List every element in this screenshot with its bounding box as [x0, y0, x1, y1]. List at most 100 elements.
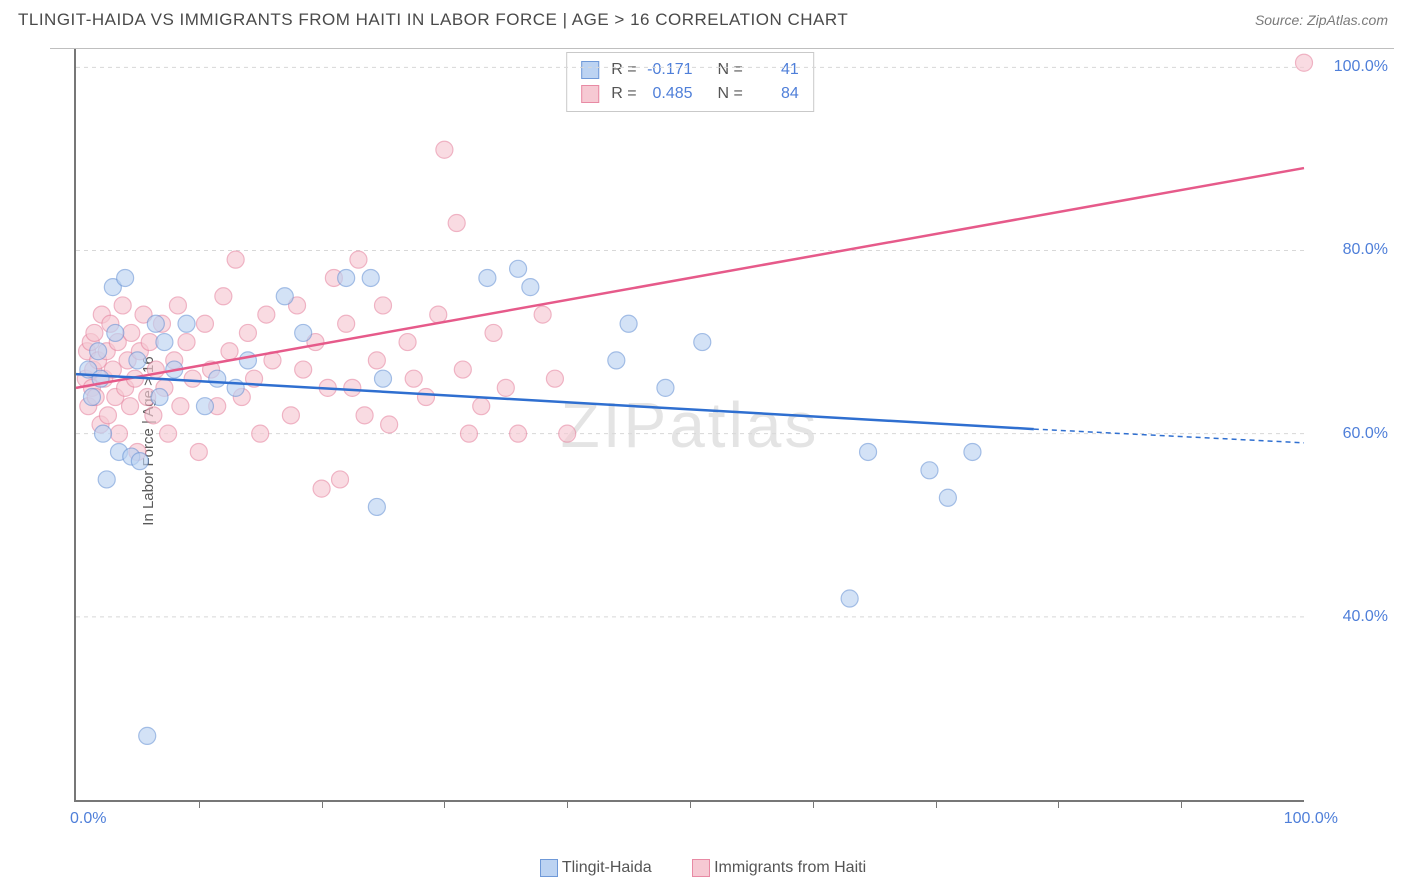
point-series-b — [546, 370, 563, 387]
y-tick-label: 60.0% — [1343, 425, 1388, 443]
point-series-a — [964, 443, 981, 460]
point-series-b — [417, 389, 434, 406]
point-series-b — [178, 334, 195, 351]
point-series-a — [178, 315, 195, 332]
point-series-b — [122, 398, 139, 415]
x-axis-max-label: 100.0% — [1284, 810, 1338, 828]
point-series-a — [860, 443, 877, 460]
chart-title: TLINGIT-HAIDA VS IMMIGRANTS FROM HAITI I… — [18, 10, 848, 30]
point-series-b — [313, 480, 330, 497]
point-series-a — [156, 334, 173, 351]
point-series-a — [147, 315, 164, 332]
chart-svg — [76, 49, 1304, 800]
point-series-a — [608, 352, 625, 369]
point-series-a — [921, 462, 938, 479]
point-series-a — [90, 343, 107, 360]
legend-label-a: Tlingit-Haida — [562, 859, 652, 877]
point-series-b — [252, 425, 269, 442]
point-series-b — [239, 324, 256, 341]
point-series-a — [522, 279, 539, 296]
point-series-b — [405, 370, 422, 387]
point-series-b — [1296, 54, 1313, 71]
point-series-b — [227, 251, 244, 268]
legend-swatch-b-icon — [692, 859, 710, 877]
point-series-a — [98, 471, 115, 488]
y-tick-label: 80.0% — [1343, 241, 1388, 259]
x-tick — [199, 800, 200, 808]
point-series-b — [454, 361, 471, 378]
point-series-a — [129, 352, 146, 369]
point-series-a — [362, 269, 379, 286]
point-series-a — [694, 334, 711, 351]
point-series-a — [276, 288, 293, 305]
point-series-a — [139, 727, 156, 744]
point-series-b — [356, 407, 373, 424]
legend-item-a: Tlingit-Haida — [540, 859, 652, 877]
point-series-b — [123, 324, 140, 341]
point-series-b — [497, 379, 514, 396]
point-series-b — [338, 315, 355, 332]
point-series-b — [350, 251, 367, 268]
point-series-b — [399, 334, 416, 351]
x-tick — [813, 800, 814, 808]
point-series-b — [215, 288, 232, 305]
point-series-b — [436, 141, 453, 158]
point-series-b — [114, 297, 131, 314]
point-series-a — [295, 324, 312, 341]
trendline-series-b — [76, 168, 1304, 388]
x-tick — [936, 800, 937, 808]
point-series-b — [258, 306, 275, 323]
point-series-a — [107, 324, 124, 341]
legend-bottom: Tlingit-Haida Immigrants from Haiti — [0, 859, 1406, 882]
point-series-b — [460, 425, 477, 442]
point-series-b — [99, 407, 116, 424]
point-series-a — [620, 315, 637, 332]
point-series-b — [169, 297, 186, 314]
point-series-b — [190, 443, 207, 460]
point-series-b — [184, 370, 201, 387]
x-tick — [567, 800, 568, 808]
point-series-b — [485, 324, 502, 341]
plot-area: ZIPatlas R = -0.171 N = 41 R = 0.485 N =… — [74, 49, 1304, 802]
point-series-b — [510, 425, 527, 442]
point-series-b — [160, 425, 177, 442]
point-series-b — [368, 352, 385, 369]
point-series-b — [344, 379, 361, 396]
point-series-a — [479, 269, 496, 286]
point-series-b — [534, 306, 551, 323]
point-series-a — [841, 590, 858, 607]
x-tick — [1058, 800, 1059, 808]
point-series-b — [221, 343, 238, 360]
point-series-a — [95, 425, 112, 442]
point-series-b — [559, 425, 576, 442]
point-series-a — [196, 398, 213, 415]
point-series-b — [86, 324, 103, 341]
point-series-a — [939, 489, 956, 506]
y-tick-label: 40.0% — [1343, 608, 1388, 626]
point-series-b — [110, 425, 127, 442]
plot-container: In Labor Force | Age > 16 ZIPatlas R = -… — [50, 48, 1394, 832]
point-series-b — [145, 407, 162, 424]
x-tick — [1181, 800, 1182, 808]
point-series-b — [448, 215, 465, 232]
x-tick — [322, 800, 323, 808]
point-series-b — [473, 398, 490, 415]
point-series-a — [510, 260, 527, 277]
point-series-b — [282, 407, 299, 424]
point-series-a — [338, 269, 355, 286]
legend-item-b: Immigrants from Haiti — [692, 859, 866, 877]
point-series-a — [83, 389, 100, 406]
point-series-b — [430, 306, 447, 323]
point-series-a — [368, 498, 385, 515]
y-tick-label: 100.0% — [1334, 58, 1388, 76]
point-series-b — [295, 361, 312, 378]
point-series-a — [117, 269, 134, 286]
point-series-b — [381, 416, 398, 433]
x-axis-min-label: 0.0% — [70, 810, 106, 828]
x-tick — [444, 800, 445, 808]
point-series-b — [375, 297, 392, 314]
point-series-a — [131, 453, 148, 470]
trendline-series-a-extrapolated — [1034, 429, 1304, 443]
x-tick — [690, 800, 691, 808]
point-series-a — [375, 370, 392, 387]
